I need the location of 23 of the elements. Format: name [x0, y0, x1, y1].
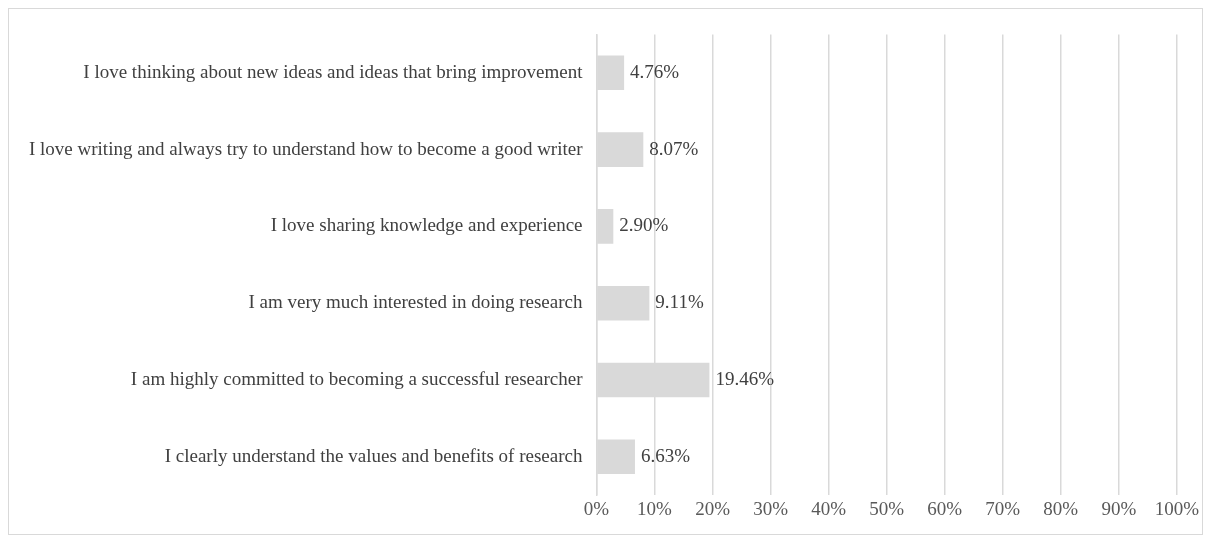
- y-tick-label: I love thinking about new ideas and ideas that bring improvement: [83, 60, 584, 82]
- data-label: 19.46%: [715, 367, 775, 389]
- x-tick-label: 50%: [869, 497, 905, 519]
- data-label: 2.90%: [619, 214, 669, 236]
- data-label: 8.07%: [649, 137, 699, 159]
- x-tick-label: 80%: [1043, 497, 1079, 519]
- x-tick-label: 10%: [637, 497, 673, 519]
- y-tick-label: I am highly committed to becoming a successful researcher: [130, 367, 584, 389]
- y-tick-label: I love sharing knowledge and experience: [270, 214, 583, 236]
- x-tick-label: 100%: [1154, 497, 1200, 519]
- data-label: 9.11%: [655, 291, 704, 313]
- x-tick-label: 30%: [753, 497, 789, 519]
- x-tick-label: 0%: [583, 497, 610, 519]
- data-label: 4.76%: [630, 60, 680, 82]
- x-tick-label: 90%: [1101, 497, 1137, 519]
- y-tick-label: I clearly understand the values and benefits of research: [164, 444, 583, 466]
- x-tick-label: 40%: [811, 497, 847, 519]
- x-tick-label: 20%: [695, 497, 731, 519]
- data-label: 6.63%: [640, 444, 691, 466]
- x-tick-label: 70%: [985, 497, 1021, 519]
- y-tick-label: I love writing and always try to understand how to become a good writer: [29, 137, 584, 159]
- y-tick-label: I am very much interested in doing research: [248, 291, 583, 313]
- x-tick-label: 60%: [927, 497, 963, 519]
